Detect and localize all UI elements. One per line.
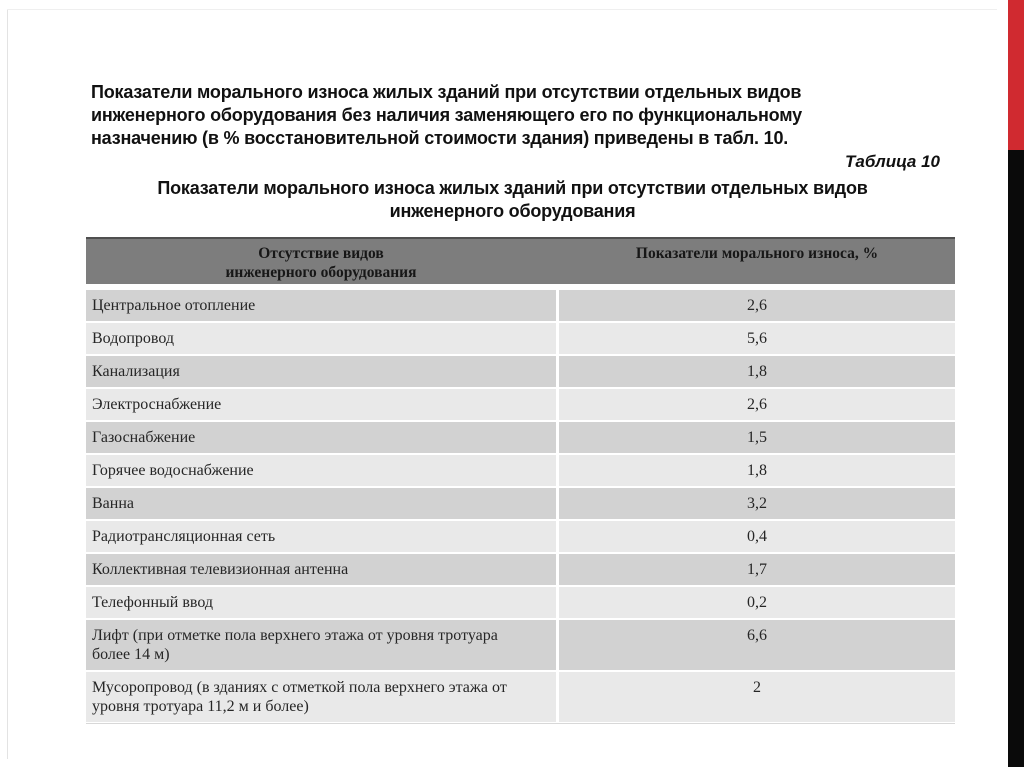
table-row: Центральное отопление 2,6 [86, 290, 955, 321]
wear-percent-cell: 1,8 [559, 356, 955, 387]
slide-top-edge [7, 9, 997, 10]
table-header-row: Отсутствие видов инженерного оборудовани… [86, 237, 955, 284]
equipment-type-cell: Ванна [86, 488, 556, 519]
equipment-type-cell: Коллективная телевизионная антенна [86, 554, 556, 585]
table-row: Электроснабжение 2,6 [86, 389, 955, 420]
table-title: Показатели морального износа жилых здани… [85, 177, 940, 223]
column-header-equipment-line-1: Отсутствие видов [258, 245, 384, 262]
table-body: Центральное отопление 2,6 Водопровод 5,6… [86, 290, 955, 722]
wear-percent-cell: 3,2 [559, 488, 955, 519]
intro-line-3: назначению (в % восстановительной стоимо… [91, 128, 789, 148]
table-row: Телефонный ввод 0,2 [86, 587, 955, 618]
intro-paragraph: Показатели морального износа жилых здани… [91, 81, 891, 150]
equipment-type-cell: Водопровод [86, 323, 556, 354]
equipment-type-cell: Горячее водоснабжение [86, 455, 556, 486]
equipment-type-cell: Газоснабжение [86, 422, 556, 453]
table-row: Коллективная телевизионная антенна 1,7 [86, 554, 955, 585]
wear-percent-cell: 2,6 [559, 290, 955, 321]
equipment-type-label: Газоснабжение [92, 429, 196, 446]
wear-percent-cell: 6,6 [559, 620, 955, 670]
column-header-equipment-line-2: инженерного оборудования [225, 264, 417, 281]
table-row: Канализация 1,8 [86, 356, 955, 387]
table-row: Горячее водоснабжение 1,8 [86, 455, 955, 486]
equipment-type-cell: Мусоропровод (в зданиях с отметкой пола … [86, 672, 556, 722]
wear-percent-cell: 2,6 [559, 389, 955, 420]
equipment-type-label: Лифт (при отметке пола верхнего этажа от… [92, 627, 498, 663]
equipment-type-label: Телефонный ввод [92, 594, 214, 611]
table-row: Газоснабжение 1,5 [86, 422, 955, 453]
column-header-equipment: Отсутствие видов инженерного оборудовани… [86, 239, 556, 284]
wear-indicators-table: Отсутствие видов инженерного оборудовани… [86, 237, 955, 724]
black-accent-stripe [1008, 150, 1024, 767]
equipment-type-label: Радиотрансляционная сеть [92, 528, 276, 545]
wear-percent-cell: 0,2 [559, 587, 955, 618]
equipment-type-label: Центральное отопление [92, 297, 256, 314]
slide-left-edge [7, 9, 8, 759]
intro-line-1: Показатели морального износа жилых здани… [91, 82, 802, 102]
wear-percent-cell: 5,6 [559, 323, 955, 354]
wear-percent-cell: 1,7 [559, 554, 955, 585]
equipment-type-label: Водопровод [92, 330, 175, 347]
table-row: Ванна 3,2 [86, 488, 955, 519]
equipment-type-label: Мусоропровод (в зданиях с отметкой пола … [92, 679, 507, 715]
table-caption: Таблица 10 [845, 152, 940, 171]
table-title-line-2: инженерного оборудования [389, 201, 636, 221]
intro-line-2: инженерного оборудования без наличия зам… [91, 105, 802, 125]
wear-percent-cell: 1,8 [559, 455, 955, 486]
equipment-type-label: Коллективная телевизионная антенна [92, 561, 349, 578]
equipment-type-label: Канализация [92, 363, 180, 380]
wear-percent-cell: 0,4 [559, 521, 955, 552]
table-row: Водопровод 5,6 [86, 323, 955, 354]
column-header-wear-percent: Показатели морального износа, % [635, 245, 879, 262]
table-row: Лифт (при отметке пола верхнего этажа от… [86, 620, 955, 670]
table-row: Мусоропровод (в зданиях с отметкой пола … [86, 672, 955, 722]
equipment-type-cell: Лифт (при отметке пола верхнего этажа от… [86, 620, 556, 670]
equipment-type-cell: Телефонный ввод [86, 587, 556, 618]
equipment-type-label: Горячее водоснабжение [92, 462, 254, 479]
wear-percent-cell: 2 [559, 672, 955, 722]
table-title-line-1: Показатели морального износа жилых здани… [157, 178, 868, 198]
equipment-type-cell: Радиотрансляционная сеть [86, 521, 556, 552]
equipment-type-cell: Электроснабжение [86, 389, 556, 420]
equipment-type-cell: Канализация [86, 356, 556, 387]
equipment-type-cell: Центральное отопление [86, 290, 556, 321]
equipment-type-label: Ванна [92, 495, 134, 512]
table-row: Радиотрансляционная сеть 0,4 [86, 521, 955, 552]
wear-percent-cell: 1,5 [559, 422, 955, 453]
red-accent-stripe [1008, 0, 1024, 150]
equipment-type-label: Электроснабжение [92, 396, 222, 413]
